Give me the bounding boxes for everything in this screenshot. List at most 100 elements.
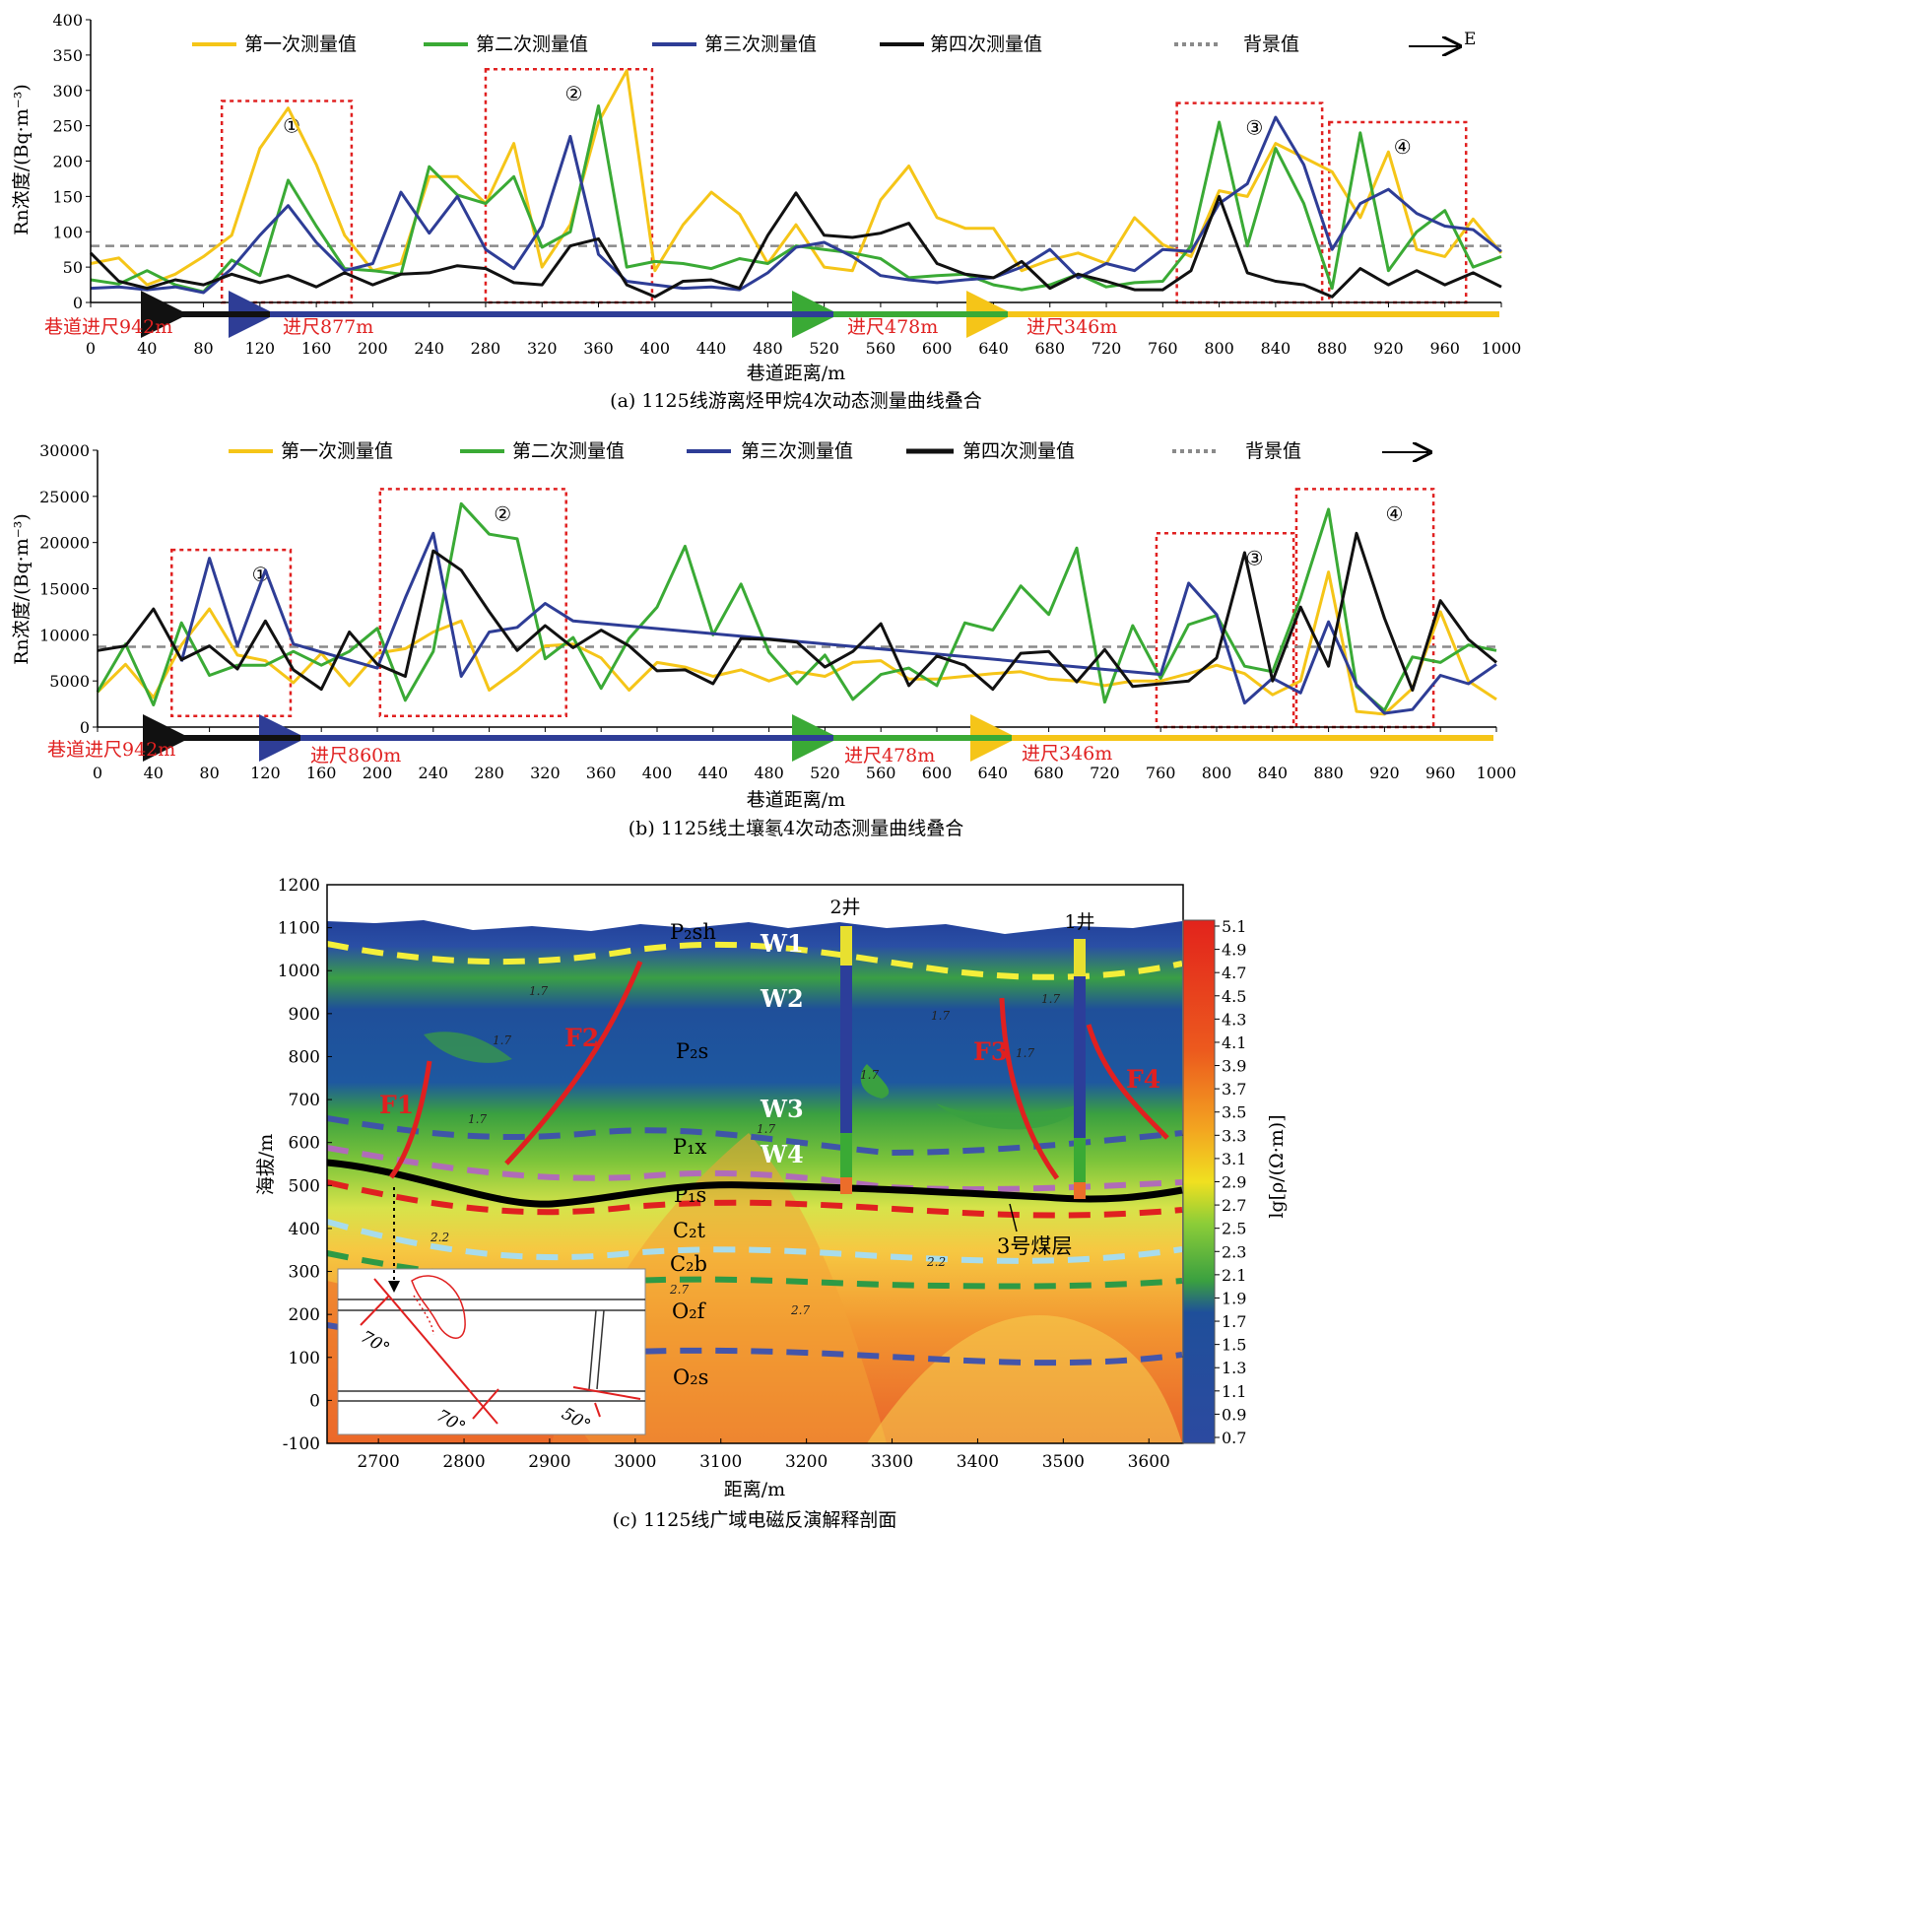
wells: 2井 1井 <box>829 897 1095 1199</box>
y-tick-label: 150 <box>52 187 83 206</box>
formation-label: P₂sh <box>670 920 716 944</box>
colorbar-tick-label: 2.7 <box>1222 1196 1246 1215</box>
x-tick-label: 640 <box>978 764 1009 782</box>
y-tick-label: 100 <box>52 223 83 241</box>
region-label: ④ <box>1386 501 1404 525</box>
y-tick-label: 15000 <box>39 580 90 599</box>
y-tick-label: 250 <box>52 117 83 136</box>
x-tick-label: 960 <box>1429 339 1460 358</box>
contour-label: 1.7 <box>468 1112 487 1126</box>
y-tick-label: 0 <box>80 718 90 737</box>
x-tick-label: 360 <box>586 764 617 782</box>
colorbar-tick-label: 4.1 <box>1222 1033 1246 1052</box>
chart-a-legend-fourth: 第四次测量值 <box>930 33 1042 55</box>
y-tick-label: 1100 <box>278 919 320 939</box>
series-line-fourth <box>97 531 1497 692</box>
x-tick-label: 80 <box>193 339 213 358</box>
x-tick-label: 800 <box>1204 339 1234 358</box>
region-label: ① <box>283 114 300 138</box>
chart-b-ylabel: Rn浓度/(Bq·m⁻³) <box>11 513 33 665</box>
chart-a-advance-arrows: 巷道进尺942m 进尺877m 进尺478m 进尺346m <box>44 291 1499 338</box>
x-tick-label: 760 <box>1148 339 1178 358</box>
y-tick-label: 0 <box>309 1391 320 1411</box>
y-tick-label: 700 <box>289 1091 320 1110</box>
chart-b-advance-black: 巷道进尺942m <box>47 739 175 761</box>
y-tick-label: 20000 <box>39 534 90 553</box>
x-tick-label: 3600 <box>1128 1452 1170 1472</box>
colorbar-tick-label: 3.9 <box>1222 1057 1246 1076</box>
highlight-region <box>378 488 567 718</box>
x-tick-label: 240 <box>419 764 449 782</box>
chart-a-advance-green: 进尺478m <box>847 316 938 338</box>
formation-label: P₁x <box>673 1135 707 1159</box>
x-tick-label: 560 <box>866 339 896 358</box>
highlight-region <box>1175 101 1324 304</box>
chart-b-title: (b) 1125线土壤氡4次动态测量曲线叠合 <box>629 818 963 839</box>
region-label: ④ <box>1394 135 1412 159</box>
colorbar-tick-label: 4.7 <box>1222 964 1246 982</box>
colorbar-tick-label: 5.1 <box>1222 917 1246 936</box>
colorbar-tick-label: 0.9 <box>1222 1405 1246 1424</box>
region-label: ② <box>494 501 511 525</box>
x-tick-label: 200 <box>358 339 388 358</box>
x-tick-label: 840 <box>1258 764 1289 782</box>
x-tick-label: 440 <box>698 764 729 782</box>
x-tick-label: 3100 <box>699 1452 742 1472</box>
chart-b-advance-yellow: 进尺346m <box>1022 743 1112 765</box>
series-line-second <box>96 501 1497 712</box>
chart-b-advance-arrows: 巷道进尺942m 进尺860m 进尺478m 进尺346m <box>47 714 1493 766</box>
well-2-column <box>840 926 852 1194</box>
fault-lines <box>388 961 1169 1180</box>
well-1-label: 1井 <box>1064 911 1094 933</box>
x-tick-label: 760 <box>1146 764 1176 782</box>
x-tick-label: 1000 <box>1482 339 1522 358</box>
chart-a-advance-yellow: 进尺346m <box>1026 316 1117 338</box>
chart-b-legend-third: 第三次测量值 <box>741 440 853 462</box>
fault-sketch-inset: 70° 70° 50° <box>337 1187 646 1437</box>
y-tick-label: 400 <box>289 1220 320 1239</box>
fault-label: F2 <box>564 1024 599 1052</box>
formation-label: C₂b <box>670 1252 707 1276</box>
region-label: ③ <box>1246 546 1264 569</box>
y-tick-label: 300 <box>289 1263 320 1283</box>
colorbar-tick-label: 3.5 <box>1222 1103 1246 1122</box>
chart-b-legend: 第一次测量值 第二次测量值 第三次测量值 第四次测量值 背景值 <box>229 440 1428 462</box>
colorbar-tick-label: 1.1 <box>1222 1382 1246 1401</box>
series-line-first <box>90 69 1503 287</box>
contour-labels: 1.7 1.7 1.7 1.7 1.7 1.7 1.7 1.7 2.2 2.2 … <box>430 984 1060 1317</box>
aquifer-label: W2 <box>760 984 804 1013</box>
contour-label: 2.7 <box>790 1303 810 1317</box>
y-tick-label: 100 <box>289 1349 320 1368</box>
x-tick-label: 120 <box>245 339 276 358</box>
x-tick-label: 40 <box>144 764 164 782</box>
contour-label: 1.7 <box>529 984 548 998</box>
colorbar-tick-label: 3.3 <box>1222 1126 1246 1145</box>
formation-label: P₂s <box>676 1039 708 1063</box>
x-tick-label: 240 <box>414 339 444 358</box>
y-tick-label: 350 <box>52 46 83 65</box>
region-label: ① <box>252 563 270 586</box>
coal-seam-line <box>326 1159 1183 1208</box>
y-tick-label: 200 <box>289 1305 320 1325</box>
x-tick-label: 440 <box>696 339 727 358</box>
x-tick-label: 80 <box>199 764 219 782</box>
x-tick-label: 3300 <box>871 1452 913 1472</box>
x-tick-label: 3500 <box>1042 1452 1085 1472</box>
series-line-fourth <box>89 191 1502 299</box>
chart-a-advance-blue: 进尺877m <box>283 316 373 338</box>
chart-c: 2井 1井 P₂sh P₂s P₁x P₁s C₂t C₂b O₂f O₂s W… <box>255 876 1288 1531</box>
colorbar-tick-label: 4.5 <box>1222 987 1246 1006</box>
chart-b-legend-second: 第二次测量值 <box>512 440 625 462</box>
x-tick-label: 520 <box>810 764 840 782</box>
x-tick-label: 680 <box>1033 764 1064 782</box>
chart-a-legend-second: 第二次测量值 <box>476 33 588 55</box>
x-tick-label: 3200 <box>785 1452 828 1472</box>
y-tick-label: 1200 <box>278 876 320 896</box>
x-tick-label: 920 <box>1373 339 1404 358</box>
coal-seam-label: 3号煤层 <box>997 1234 1072 1258</box>
chart-a-advance-black: 巷道进尺942m <box>44 316 172 338</box>
region-label: ② <box>564 82 582 105</box>
x-tick-label: 560 <box>866 764 896 782</box>
colorbar-tick-label: 1.9 <box>1222 1289 1246 1307</box>
colorbar-tick-label: 1.7 <box>1222 1312 1246 1331</box>
